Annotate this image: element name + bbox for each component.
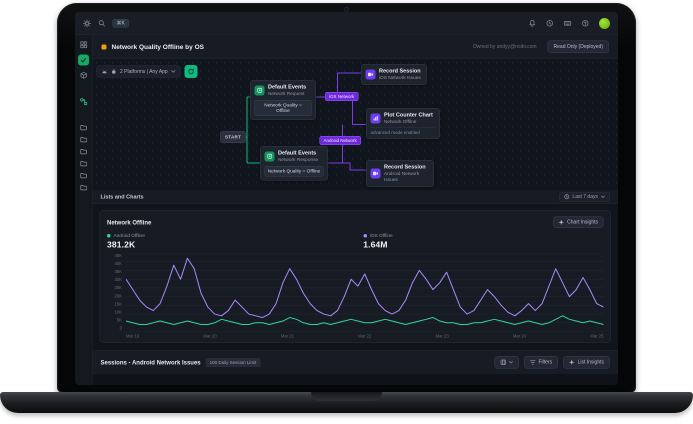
folder-icon[interactable]: [80, 173, 87, 179]
search-hotkey-badge[interactable]: ⌘K: [112, 19, 129, 28]
flow-canvas[interactable]: 2 Platforms | Any App: [92, 59, 618, 190]
top-navbar: ⌘K: [75, 12, 618, 35]
clock-icon[interactable]: [546, 20, 554, 28]
sessions-title: Sessions - Android Network Issues: [100, 358, 201, 366]
legend-android: Android Offline 381.2K: [107, 233, 145, 250]
node-subtitle: Network Offline: [384, 118, 417, 125]
y-axis-labels: 45K 40K 35K 30K 25K 20K 15K 10K 5K 0: [114, 253, 122, 331]
node-plot-counter-chart[interactable]: Plot Counter Chart Network Offline advan…: [366, 108, 440, 139]
node-subtitle: Network Response: [278, 156, 319, 163]
session-limit-badge: 100 Daily Session Limit: [205, 357, 261, 367]
network-offline-plot[interactable]: [126, 253, 604, 332]
list-insights-button[interactable]: List Insights: [563, 356, 610, 369]
sessions-bar: Sessions - Android Network Issues 100 Da…: [92, 350, 618, 374]
record-session-icon: [365, 69, 376, 80]
refresh-icon: [188, 68, 195, 75]
node-record-session-android[interactable]: Record Session Android Network Issues: [366, 160, 434, 187]
folder-icon[interactable]: [80, 185, 87, 191]
folder-icon[interactable]: [80, 125, 87, 131]
sparkle-icon: [569, 359, 575, 365]
start-node[interactable]: START: [220, 131, 246, 143]
chart-section: Network Offline Chart Insights: [92, 204, 618, 350]
node-condition: Network Quality = Offline: [264, 165, 324, 177]
base-notch: [311, 392, 382, 401]
node-title: Plot Counter Chart: [384, 112, 433, 118]
node-title: Default Events: [278, 150, 317, 156]
legend-dot-purple: [363, 234, 367, 238]
chart-insights-button[interactable]: Chart Insights: [553, 216, 604, 228]
node-title: Default Events: [268, 84, 307, 90]
bell-icon[interactable]: [529, 19, 537, 28]
cube-icon[interactable]: [80, 71, 88, 80]
columns-button[interactable]: [494, 356, 519, 369]
node-footer: advanced mode enabled: [370, 127, 436, 135]
status-dot: [101, 44, 107, 50]
read-only-button[interactable]: Read Only (Deployed): [547, 40, 609, 53]
folder-icon[interactable]: [80, 161, 87, 167]
network-offline-chart-card: Network Offline Chart Insights: [99, 210, 611, 343]
node-record-session-ios[interactable]: Record Session iOS Network Issues: [361, 64, 427, 85]
node-subtitle: iOS Network Issues: [379, 74, 421, 81]
laptop-base: [0, 392, 693, 413]
connectors-svg: [246, 72, 366, 171]
dashboard-screen: ⌘K: [75, 12, 618, 385]
grid-icon[interactable]: [80, 41, 88, 49]
clock-icon: [564, 194, 570, 200]
columns-icon: [500, 359, 506, 366]
webcam-dot: [344, 7, 349, 12]
legend-dot-green: [107, 234, 111, 238]
node-default-events-request[interactable]: Default Events Network Request Network Q…: [250, 80, 316, 120]
node-condition: Network Quality = Offline: [254, 99, 312, 116]
node-subtitle: Network Request: [268, 90, 305, 97]
flow-icon[interactable]: [80, 98, 88, 106]
legend-value-android: 381.2K: [107, 240, 136, 250]
legend-ios: iOS Offline 1.64M: [363, 233, 393, 250]
lists-and-charts-bar: Lists and Charts Last 7 days: [92, 190, 618, 204]
chevron-down-icon: [171, 70, 176, 73]
node-title: Record Session: [379, 68, 421, 74]
run-button[interactable]: [184, 65, 198, 78]
left-sidebar-rail: [75, 35, 93, 385]
section-title: Lists and Charts: [100, 193, 144, 200]
chart-title: Network Offline: [107, 218, 152, 226]
help-icon[interactable]: [582, 20, 590, 28]
filters-button[interactable]: Filters: [523, 356, 559, 369]
platform-selector[interactable]: 2 Platforms | Any App: [96, 65, 198, 78]
filter-icon: [530, 360, 536, 365]
bar-chart-icon: [370, 113, 381, 124]
keyboard-icon[interactable]: [563, 20, 572, 28]
folder-icon[interactable]: [80, 149, 87, 155]
edge-label-android-network[interactable]: Android Network: [319, 136, 361, 145]
x-axis-labels: Mar 19 Mar 20 Mar 21 Mar 22 Mar 23 Mar 24 Mar …: [126, 333, 604, 339]
platform-selector-label: 2 Platforms | Any App: [120, 68, 168, 75]
page-header: Network Quality Offline by OS Owned by a…: [92, 35, 618, 59]
events-icon: [254, 85, 265, 96]
sidebar-item-active-flows[interactable]: [78, 54, 89, 66]
sparkle-icon: [558, 219, 565, 225]
search-icon[interactable]: [98, 20, 106, 28]
legend-value-ios: 1.64M: [363, 240, 388, 250]
node-default-events-response[interactable]: Default Events Network Response Network …: [260, 146, 328, 181]
node-subtitle: Android Network Issues: [384, 170, 420, 183]
chevron-down-icon: [601, 195, 605, 199]
edge-label-ios-network[interactable]: iOS Network: [325, 92, 359, 101]
folder-icon[interactable]: [80, 137, 87, 143]
chevron-down-icon: [509, 361, 513, 364]
owned-by-label: Owned by andyy@noibi.com: [472, 44, 537, 50]
android-icon: [102, 69, 108, 75]
events-icon: [264, 151, 275, 162]
apple-icon: [111, 68, 117, 75]
sessions-list-area: [92, 374, 618, 385]
page-title: Network Quality Offline by OS: [111, 43, 204, 51]
gear-icon[interactable]: [83, 19, 91, 28]
record-session-icon: [370, 168, 381, 179]
laptop-screen: ⌘K: [57, 3, 636, 393]
node-title: Record Session: [384, 164, 426, 170]
time-range-button[interactable]: Last 7 days: [558, 192, 610, 202]
user-avatar[interactable]: [599, 17, 610, 29]
